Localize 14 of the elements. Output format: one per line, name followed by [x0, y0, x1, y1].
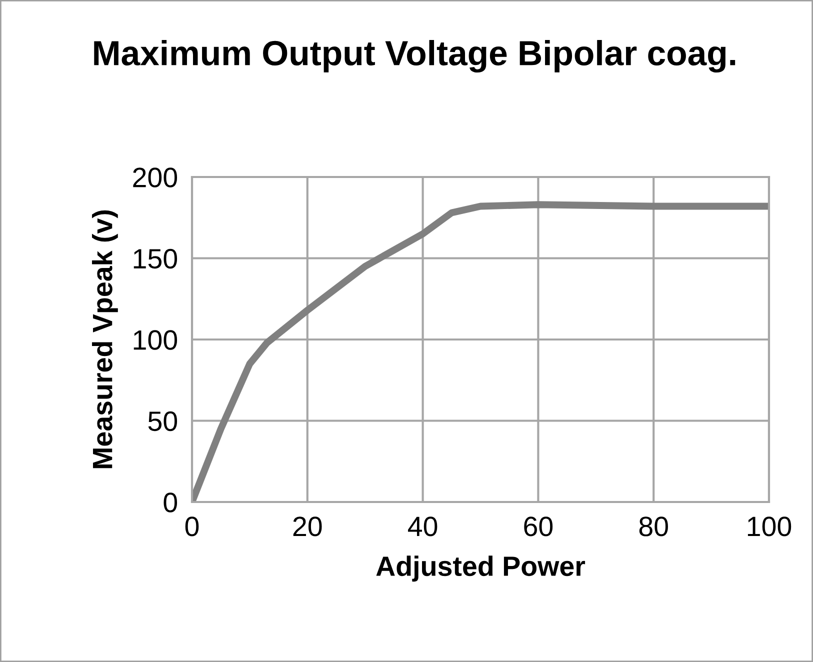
x-axis-title: Adjusted Power — [376, 556, 586, 582]
chart-title: Maximum Output Voltage Bipolar coag. — [94, 40, 736, 73]
y-tick-label: 50 — [148, 411, 178, 432]
y-tick-label: 200 — [133, 168, 178, 188]
y-axis-title: Measured Vpeak (v) — [92, 210, 118, 468]
y-tick-label: 150 — [134, 248, 178, 269]
x-tick-label: 20 — [293, 516, 322, 536]
x-tick-label: 0 — [185, 516, 199, 536]
x-tick-label: 60 — [524, 516, 553, 536]
x-tick-label: 40 — [408, 516, 438, 536]
y-tick-label: 100 — [134, 330, 178, 350]
x-tick-label: 100 — [748, 516, 792, 536]
x-tick-label: 80 — [639, 516, 668, 536]
y-tick-label: 0 — [164, 492, 178, 512]
